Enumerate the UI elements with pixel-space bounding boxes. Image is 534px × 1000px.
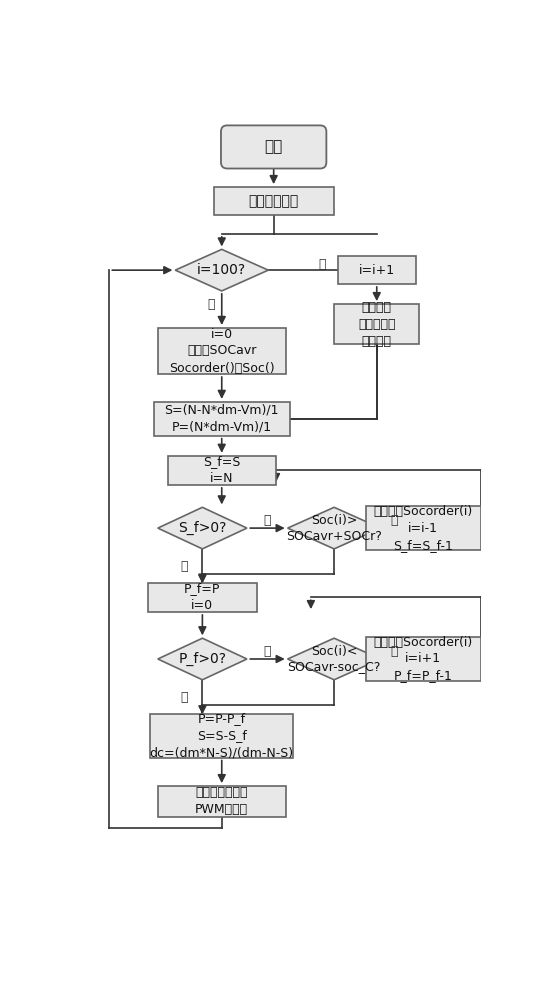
Polygon shape	[158, 507, 247, 549]
Text: 否: 否	[181, 691, 189, 704]
FancyBboxPatch shape	[338, 256, 415, 284]
FancyBboxPatch shape	[158, 328, 286, 374]
Text: 开始: 开始	[264, 139, 283, 154]
FancyBboxPatch shape	[366, 506, 481, 550]
Text: P=P-P_f
S=S-S_f
dc=(dm*N-S)/(dm-N-S): P=P-P_f S=S-S_f dc=(dm*N-S)/(dm-N-S)	[150, 712, 294, 760]
Text: i=0
计算得SOCavr
Socorder()、Soc(): i=0 计算得SOCavr Socorder()、Soc()	[169, 328, 274, 374]
Polygon shape	[288, 507, 381, 549]
Text: i=i+1: i=i+1	[359, 264, 395, 277]
Text: 各模块初始化: 各模块初始化	[248, 194, 299, 208]
FancyBboxPatch shape	[154, 402, 289, 436]
FancyBboxPatch shape	[148, 583, 257, 612]
Text: Soc(i)>
SOCavr+SOCr?: Soc(i)> SOCavr+SOCr?	[286, 514, 382, 543]
Text: i=100?: i=100?	[197, 263, 246, 277]
Text: 统一更新各通道
PWM占空比: 统一更新各通道 PWM占空比	[195, 786, 248, 816]
Text: 是: 是	[263, 645, 270, 658]
FancyBboxPatch shape	[334, 304, 419, 344]
Text: 是: 是	[263, 514, 270, 527]
Text: 是: 是	[390, 645, 397, 658]
FancyBboxPatch shape	[168, 456, 276, 485]
FancyBboxPatch shape	[158, 786, 286, 817]
FancyBboxPatch shape	[221, 125, 326, 169]
Polygon shape	[158, 638, 247, 680]
FancyBboxPatch shape	[150, 714, 294, 758]
Text: 锁定接入Socorder(i)
i=i-1
S_f=S_f-1: 锁定接入Socorder(i) i=i-1 S_f=S_f-1	[374, 505, 473, 552]
FancyBboxPatch shape	[366, 637, 481, 681]
FancyBboxPatch shape	[214, 187, 334, 215]
Polygon shape	[288, 638, 381, 680]
Text: 是: 是	[390, 514, 397, 527]
Text: P_f>0?: P_f>0?	[178, 652, 226, 666]
Text: 是: 是	[207, 298, 215, 311]
Text: Soc(i)<
SOCavr-soc_C?: Soc(i)< SOCavr-soc_C?	[287, 645, 381, 674]
Text: 否: 否	[319, 258, 326, 271]
Text: S=(N-N*dm-Vm)/1
P=(N*dm-Vm)/1: S=(N-N*dm-Vm)/1 P=(N*dm-Vm)/1	[164, 404, 279, 434]
Text: S_f>0?: S_f>0?	[178, 521, 226, 535]
Text: S_f=S
i=N: S_f=S i=N	[203, 455, 240, 485]
Text: 否: 否	[181, 560, 189, 573]
Text: P_f=P
i=0: P_f=P i=0	[184, 582, 221, 612]
Polygon shape	[175, 249, 268, 291]
Text: 采集电池
电流、电压
并存数组: 采集电池 电流、电压 并存数组	[358, 301, 396, 348]
Text: 锁定旁路Socorder(i)
i=i+1
P_f=P_f-1: 锁定旁路Socorder(i) i=i+1 P_f=P_f-1	[374, 636, 473, 682]
